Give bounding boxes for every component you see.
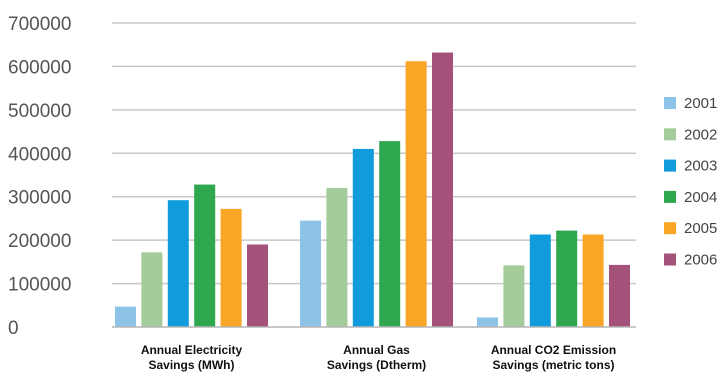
bar-2003-group-1 <box>167 200 189 327</box>
legend-swatch-2005 <box>664 222 676 235</box>
legend: 2001 2002 2003 2004 2005 2006 <box>664 95 717 269</box>
x-axis: Annual Electricity Savings (MWh) Annual Ga… <box>112 326 636 372</box>
bar-2001-group-3 <box>477 317 498 327</box>
legend-swatch-2002 <box>664 128 676 141</box>
y-axis: 0 100000 200000 300000 400000 500000 600000 700… <box>8 14 71 339</box>
bar-2002-group-2 <box>326 188 348 327</box>
legend-label-2005: 2005 <box>684 220 717 237</box>
bar-2006-group-1 <box>247 244 268 327</box>
bar-2002-group-1 <box>141 252 163 327</box>
y-tick-label: 500000 <box>8 101 71 122</box>
legend-label-2006: 2006 <box>684 252 717 269</box>
y-tick-label: 700000 <box>8 14 71 35</box>
bars <box>115 52 630 328</box>
x-category-label: Annual Gas Savings (Dtherm) <box>327 343 426 372</box>
y-tick-label: 400000 <box>8 144 71 165</box>
legend-label-2001: 2001 <box>684 95 717 112</box>
bar-2005-group-2 <box>405 61 427 328</box>
bar-2004-group-2 <box>379 141 401 327</box>
x-category-label: Annual Electricity Savings (MWh) <box>141 343 243 372</box>
y-tick-label: 100000 <box>8 275 71 296</box>
bar-2006-group-2 <box>432 52 453 327</box>
legend-label-2004: 2004 <box>684 189 717 206</box>
legend-swatch-2004 <box>664 190 676 203</box>
legend-label-2002: 2002 <box>684 126 717 143</box>
bar-2006-group-3 <box>609 264 630 327</box>
y-tick-label: 0 <box>8 318 19 339</box>
bar-2003-group-3 <box>529 234 551 327</box>
bar-2004-group-3 <box>556 230 578 327</box>
bar-2001-group-1 <box>115 306 136 327</box>
legend-swatch-2006 <box>664 253 676 266</box>
legend-swatch-2001 <box>664 97 676 109</box>
y-tick-label: 600000 <box>8 57 71 78</box>
bar-2004-group-1 <box>194 184 216 327</box>
legend-swatch-2003 <box>664 159 676 172</box>
legend-label-2003: 2003 <box>684 158 717 175</box>
bar-2003-group-2 <box>352 148 374 327</box>
bar-2005-group-1 <box>220 208 242 327</box>
bar-2001-group-2 <box>300 220 321 327</box>
bar-2005-group-3 <box>582 234 604 327</box>
y-tick-label: 200000 <box>8 231 71 252</box>
bar-2002-group-3 <box>503 265 525 327</box>
y-tick-label: 300000 <box>8 188 71 209</box>
x-category-label: Annual CO2 Emission Savings (metric tons) <box>491 343 616 372</box>
